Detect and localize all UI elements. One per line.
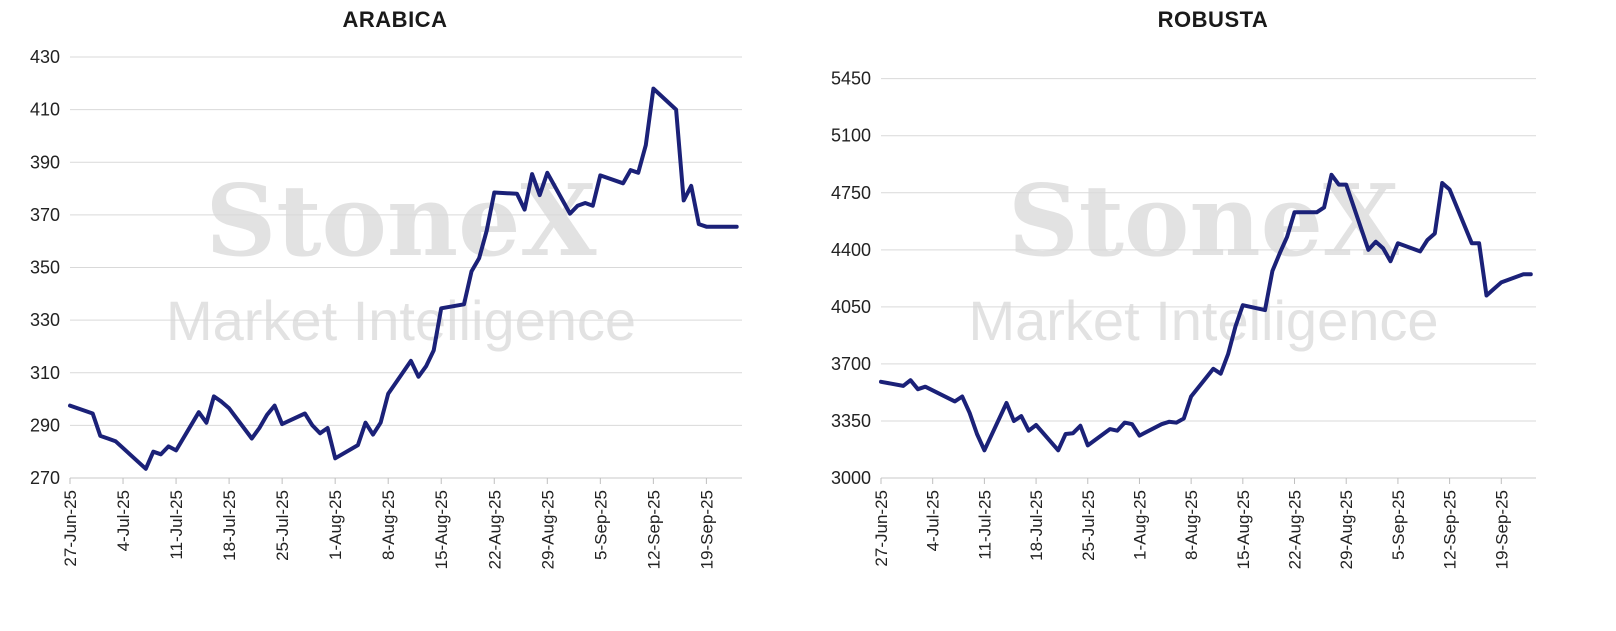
x-tick-label: 25-Jul-25 [273, 490, 292, 561]
series-line [68, 86, 739, 471]
y-tick-label: 4400 [831, 240, 871, 260]
y-tick-label: 310 [30, 363, 60, 383]
x-tick-label: 5-Sep-25 [591, 490, 610, 560]
x-tick-label: 11-Jul-25 [975, 490, 994, 560]
x-tick-label: 19-Sep-25 [697, 490, 716, 569]
x-tick-label: 1-Aug-25 [326, 490, 345, 560]
watermark-brand: StoneX [1008, 164, 1399, 279]
series-line [879, 172, 1533, 453]
y-tick-label: 4050 [831, 297, 871, 317]
y-tick-label: 350 [30, 258, 60, 278]
x-tick-label: 15-Aug-25 [1234, 490, 1253, 569]
y-tick-label: 5100 [831, 126, 871, 146]
x-tick-label: 11-Jul-25 [167, 490, 186, 560]
x-tick-label: 5-Sep-25 [1389, 490, 1408, 560]
chart-title: ROBUSTA [1157, 7, 1269, 32]
x-tick-label: 27-Jun-25 [872, 490, 891, 567]
x-tick-label: 29-Aug-25 [538, 490, 557, 569]
chart-title: ARABICA [342, 7, 448, 32]
y-tick-label: 270 [30, 468, 60, 488]
watermark-tagline: Market Intelligence [968, 289, 1438, 352]
x-tick-label: 12-Sep-25 [1441, 490, 1460, 569]
y-tick-label: 3700 [831, 354, 871, 374]
x-tick-label: 12-Sep-25 [644, 490, 663, 569]
y-tick-label: 5450 [831, 69, 871, 89]
y-tick-label: 390 [30, 152, 60, 172]
x-tick-label: 19-Sep-25 [1492, 490, 1511, 569]
x-tick-label: 25-Jul-25 [1079, 490, 1098, 561]
y-tick-label: 3000 [831, 468, 871, 488]
x-tick-label: 1-Aug-25 [1130, 490, 1149, 560]
robusta-chart-panel: ROBUSTA StoneX Market Intelligence 3000 335… [810, 0, 1616, 631]
y-tick-label: 430 [30, 47, 60, 67]
x-tick-label: 8-Aug-25 [379, 490, 398, 560]
y-tick-label: 4750 [831, 183, 871, 203]
x-tick-label: 22-Aug-25 [485, 490, 504, 569]
x-tick-label: 18-Jul-25 [1027, 490, 1046, 561]
y-tick-label: 370 [30, 205, 60, 225]
x-tick-label: 27-Jun-25 [61, 490, 80, 567]
x-tick-label: 22-Aug-25 [1286, 490, 1305, 569]
watermark-brand: StoneX [205, 164, 596, 279]
y-tick-label: 410 [30, 100, 60, 120]
x-tick-label: 29-Aug-25 [1337, 490, 1356, 569]
robusta-line-chart: StoneX Market Intelligence 3000 3350 3700 405… [831, 69, 1536, 569]
y-tick-label: 290 [30, 415, 60, 435]
x-tick-label: 15-Aug-25 [432, 490, 451, 569]
y-tick-label: 3350 [831, 411, 871, 431]
x-tick-label: 4-Jul-25 [924, 490, 943, 551]
x-tick-label: 4-Jul-25 [114, 490, 133, 551]
arabica-chart-panel: ARABICA StoneX Market Intelligence 270 290 3… [0, 0, 790, 631]
x-tick-label: 8-Aug-25 [1182, 490, 1201, 560]
y-tick-label: 330 [30, 310, 60, 330]
x-tick-label: 18-Jul-25 [220, 490, 239, 561]
